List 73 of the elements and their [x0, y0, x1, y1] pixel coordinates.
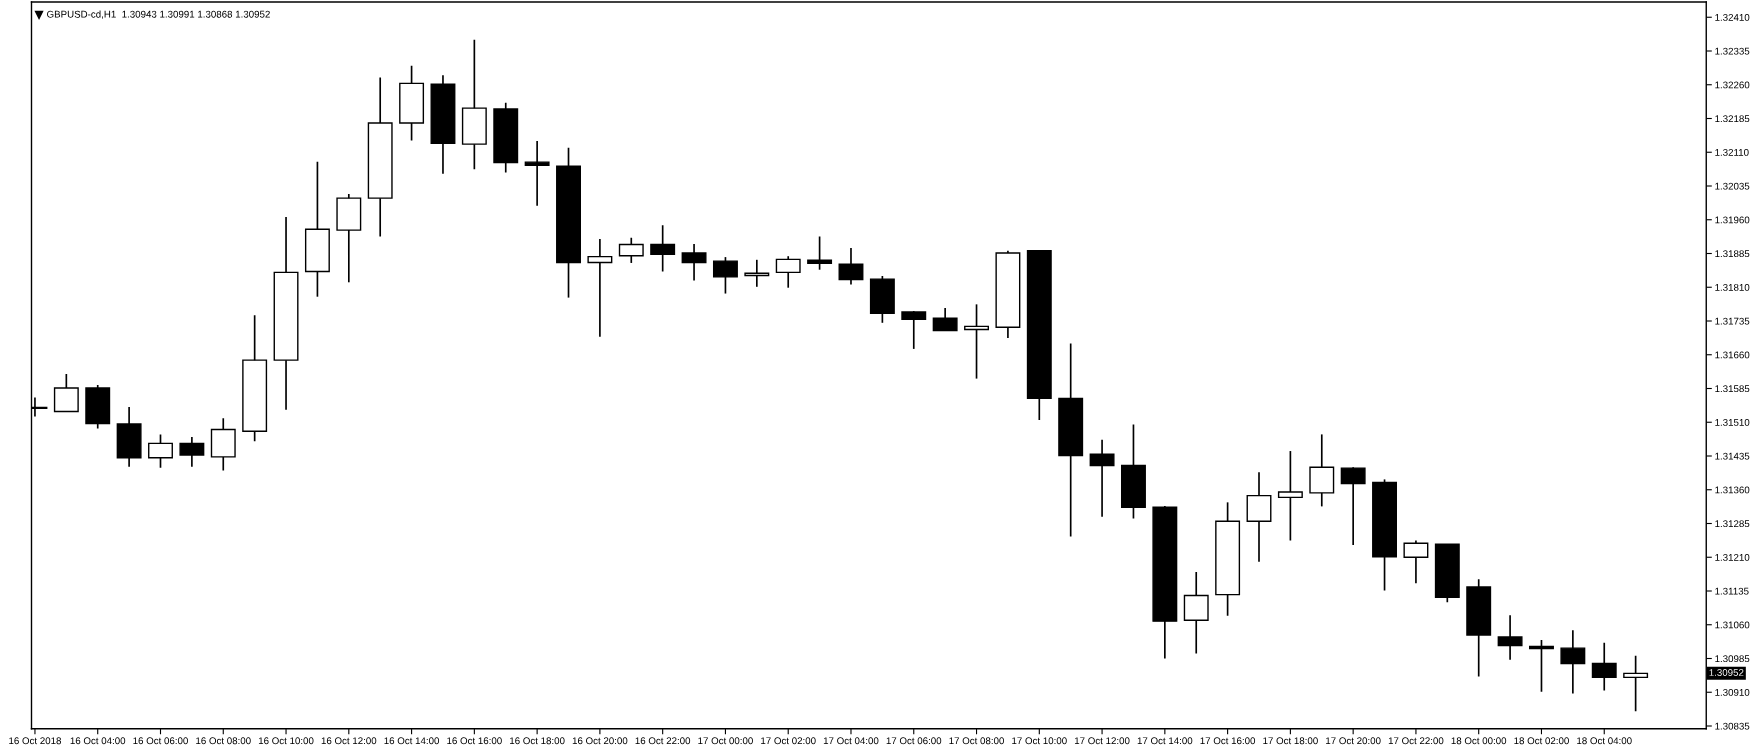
candlestick [53, 373, 79, 413]
candlestick [618, 236, 644, 264]
candlestick [1277, 450, 1303, 542]
candlestick [1591, 641, 1617, 692]
x-tick-label: 17 Oct 18:00 [1263, 737, 1318, 745]
x-tick-label: 17 Oct 14:00 [1137, 737, 1193, 745]
candlestick [587, 238, 613, 338]
y-tick-label: 1.31285 [1715, 520, 1750, 528]
y-tick-label: 1.32335 [1715, 47, 1750, 55]
x-tick-label: 17 Oct 16:00 [1200, 737, 1256, 745]
y-tick-label: 1.31210 [1715, 553, 1750, 561]
x-tick-label: 17 Oct 10:00 [1012, 737, 1067, 745]
y-tick-label: 1.31885 [1715, 250, 1750, 258]
x-tick-label: 16 Oct 18:00 [510, 737, 565, 745]
y-tick-label: 1.31735 [1715, 317, 1750, 325]
text: 1.30952 [1709, 669, 1744, 676]
y-tick-label: 1.30835 [1715, 722, 1750, 730]
candlestick [901, 310, 927, 350]
y-tick-label: 1.30985 [1715, 655, 1750, 663]
x-tick-label: 17 Oct 08:00 [949, 737, 1004, 745]
x-tick-label: 16 Oct 22:00 [635, 737, 691, 745]
x-tick-label: 17 Oct 12:00 [1074, 737, 1130, 745]
x-tick-label: 16 Oct 06:00 [133, 737, 188, 745]
candlestick [1497, 614, 1523, 661]
y-tick-label: 1.30910 [1715, 688, 1750, 696]
candlestick [1560, 629, 1586, 695]
y-tick-label: 1.31510 [1715, 418, 1750, 426]
x-tick-label: 17 Oct 22:00 [1388, 737, 1444, 745]
candlestick [1403, 539, 1429, 585]
y-tick-label: 1.31135 [1715, 587, 1749, 595]
candlestick [712, 256, 738, 295]
candlestick [179, 436, 205, 468]
candlestick [681, 243, 707, 282]
y-tick-label: 1.32260 [1715, 81, 1750, 89]
candlestick [650, 224, 676, 273]
y-tick-label: 1.31810 [1715, 283, 1750, 291]
y-tick-label: 1.32035 [1715, 182, 1750, 190]
x-tick-label: 16 Oct 20:00 [572, 737, 628, 745]
y-tick-label: 1.31435 [1715, 452, 1750, 460]
y-tick-label: 1.31960 [1715, 216, 1750, 224]
y-tick-label: 1.31660 [1715, 351, 1750, 359]
y-tick-label: 1.32110 [1715, 148, 1749, 156]
y-tick-label: 1.31060 [1715, 621, 1750, 629]
y-tick-label: 1.31360 [1715, 486, 1750, 494]
x-tick-label: 16 Oct 2018 [9, 737, 62, 745]
candlestick [807, 235, 833, 271]
x-tick-label: 16 Oct 08:00 [196, 737, 251, 745]
candlestick [524, 140, 550, 207]
y-tick-label: 1.32410 [1715, 13, 1750, 21]
x-tick-label: 17 Oct 02:00 [761, 737, 816, 745]
x-tick-label: 18 Oct 04:00 [1577, 737, 1632, 745]
candlestick [148, 433, 173, 469]
x-tick-label: 18 Oct 00:00 [1451, 737, 1507, 745]
candlestick [1623, 654, 1649, 712]
candlestick [775, 255, 801, 289]
x-tick-label: 16 Oct 14:00 [384, 737, 440, 745]
candlestick [1089, 438, 1115, 518]
x-tick-label: 17 Oct 00:00 [698, 737, 753, 745]
text: GBPUSD-cd,H1 1.30943 1.30991 1.30868 1.30952 [47, 10, 270, 19]
x-tick-label: 16 Oct 10:00 [258, 737, 314, 745]
x-tick-label: 18 Oct 02:00 [1514, 737, 1569, 745]
x-tick-label: 17 Oct 06:00 [886, 737, 942, 745]
x-tick-label: 17 Oct 04:00 [823, 737, 879, 745]
candlestick [964, 303, 989, 380]
candlestick [838, 247, 864, 286]
y-tick-label: 1.32185 [1715, 115, 1750, 123]
x-tick-label: 17 Oct 20:00 [1326, 737, 1381, 745]
y-tick-label: 1.31585 [1715, 385, 1750, 393]
candlestick [932, 307, 958, 332]
candlestick [1340, 466, 1366, 546]
x-tick-label: 16 Oct 04:00 [70, 737, 126, 745]
x-tick-label: 16 Oct 16:00 [447, 737, 502, 745]
x-tick-label: 16 Oct 12:00 [321, 737, 377, 745]
